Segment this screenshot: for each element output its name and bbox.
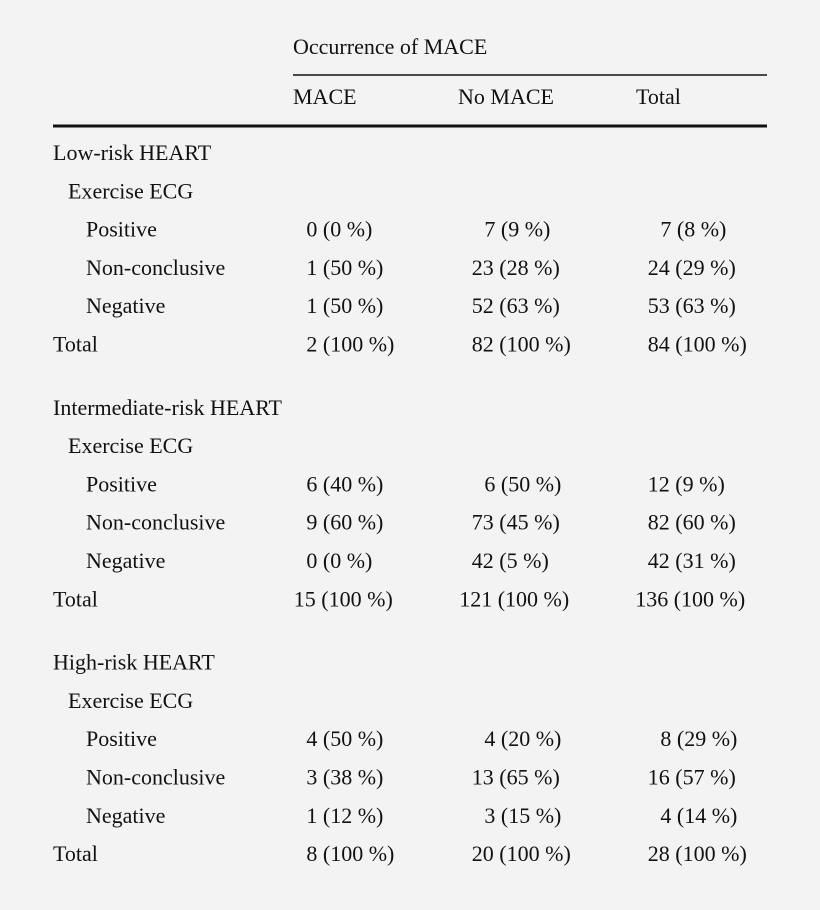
- row-label: Non-conclusive: [86, 255, 225, 280]
- cell: 8 (29 %): [660, 726, 737, 751]
- total-label: Total: [53, 586, 98, 611]
- cell: 1 (12 %): [306, 803, 383, 828]
- cell: 7 (9 %): [484, 217, 550, 242]
- cell: 6 (50 %): [484, 471, 561, 496]
- cell: 73 (45 %): [472, 510, 560, 535]
- row-label: Non-conclusive: [86, 510, 225, 535]
- row-label: Negative: [86, 293, 165, 318]
- cell: 84 (100 %): [648, 332, 747, 357]
- total-label: Total: [53, 332, 98, 357]
- cell: 20 (100 %): [472, 841, 571, 866]
- cell: 53 (63 %): [648, 293, 736, 318]
- row-label: Positive: [86, 471, 157, 496]
- cell: 2 (100 %): [306, 332, 394, 357]
- column-header: No MACE: [458, 84, 554, 109]
- cell: 7 (8 %): [660, 217, 726, 242]
- cell: 16 (57 %): [648, 765, 736, 790]
- cell: 12 (9 %): [648, 471, 725, 496]
- cell: 8 (100 %): [306, 841, 394, 866]
- row-label: Negative: [86, 548, 165, 573]
- section-subtitle: Exercise ECG: [68, 178, 193, 203]
- cell: 3 (15 %): [484, 803, 561, 828]
- cell: 0 (0 %): [306, 548, 372, 573]
- cell: 136 (100 %): [635, 586, 745, 611]
- row-label: Negative: [86, 803, 165, 828]
- cell: 3 (38 %): [306, 765, 383, 790]
- cell: 1 (50 %): [306, 255, 383, 280]
- cell: 4 (14 %): [660, 803, 737, 828]
- cell: 13 (65 %): [472, 765, 560, 790]
- cell: 121 (100 %): [459, 586, 569, 611]
- group-header: Occurrence of MACE: [293, 34, 487, 59]
- cell: 42 (5 %): [472, 548, 549, 573]
- section-subtitle: Exercise ECG: [68, 688, 193, 713]
- section-subtitle: Exercise ECG: [68, 433, 193, 458]
- section-title: Intermediate-risk HEART: [53, 395, 283, 420]
- cell: 0 (0 %): [306, 217, 372, 242]
- section-title: Low-risk HEART: [53, 140, 212, 165]
- cell: 9 (60 %): [306, 510, 383, 535]
- cell: 82 (60 %): [648, 510, 736, 535]
- total-label: Total: [53, 841, 98, 866]
- row-label: Non-conclusive: [86, 765, 225, 790]
- cell: 15 (100 %): [294, 586, 393, 611]
- cell: 6 (40 %): [306, 471, 383, 496]
- section-title: High-risk HEART: [53, 650, 215, 675]
- cell: 4 (20 %): [484, 726, 561, 751]
- cell: 52 (63 %): [472, 293, 560, 318]
- cell: 1 (50 %): [306, 293, 383, 318]
- row-label: Positive: [86, 217, 157, 242]
- row-label: Positive: [86, 726, 157, 751]
- cell: 24 (29 %): [648, 255, 736, 280]
- cell: 4 (50 %): [306, 726, 383, 751]
- column-header: MACE: [293, 84, 357, 109]
- cell: 28 (100 %): [648, 841, 747, 866]
- column-header: Total: [636, 84, 681, 109]
- cell: 42 (31 %): [648, 548, 736, 573]
- cell: 23 (28 %): [472, 255, 560, 280]
- cell: 82 (100 %): [472, 332, 571, 357]
